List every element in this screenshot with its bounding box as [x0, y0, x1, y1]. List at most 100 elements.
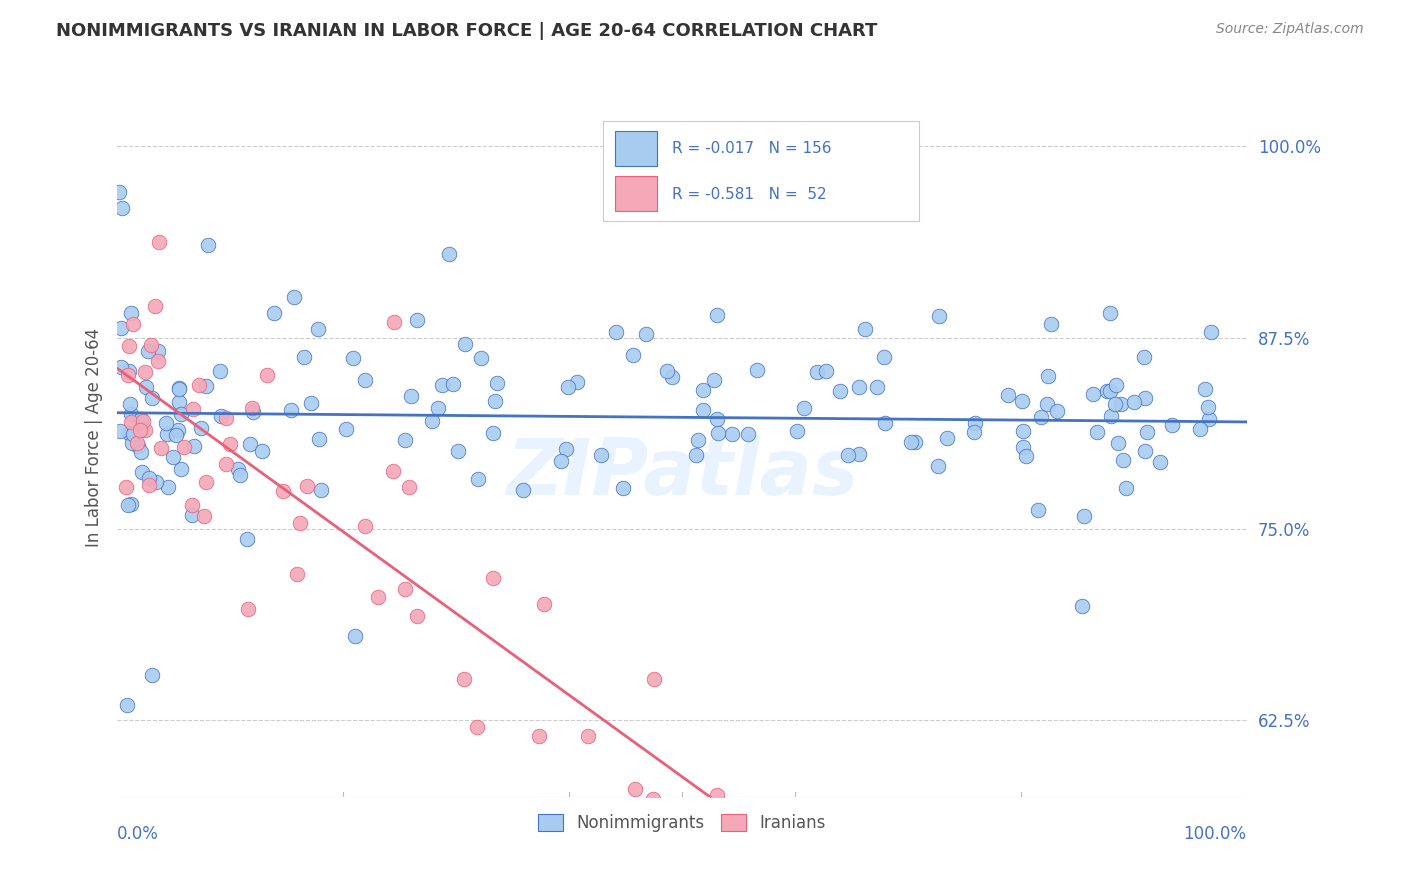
Point: [555, 442, 578, 456]
Point: [533, 598, 555, 612]
Point: [624, 782, 647, 797]
Point: [141, 667, 163, 681]
Point: [643, 672, 665, 686]
Point: [1073, 509, 1095, 524]
Point: [165, 427, 187, 442]
Point: [1122, 395, 1144, 409]
Point: [1011, 424, 1033, 438]
Point: [432, 377, 454, 392]
Point: [567, 375, 589, 389]
Point: [550, 454, 572, 468]
Point: [114, 480, 136, 494]
Point: [156, 480, 179, 494]
Point: [120, 415, 142, 429]
Point: [145, 475, 167, 489]
Point: [308, 433, 330, 447]
Point: [997, 388, 1019, 402]
Point: [110, 321, 132, 335]
Point: [181, 498, 204, 512]
Y-axis label: In Labor Force | Age 20-64: In Labor Force | Age 20-64: [86, 327, 103, 547]
Point: [342, 351, 364, 365]
Point: [226, 462, 249, 476]
Point: [605, 325, 627, 339]
Point: [271, 483, 294, 498]
Point: [288, 516, 311, 530]
Point: [1112, 452, 1135, 467]
Point: [138, 477, 160, 491]
Point: [169, 462, 191, 476]
Point: [786, 425, 808, 439]
Point: [195, 378, 218, 392]
Point: [136, 344, 159, 359]
Point: [394, 582, 416, 597]
Point: [1085, 425, 1108, 439]
Point: [1083, 387, 1105, 401]
Point: [484, 394, 506, 409]
Point: [120, 408, 142, 422]
Text: NONIMMIGRANTS VS IRANIAN IN LABOR FORCE | AGE 20-64 CORRELATION CHART: NONIMMIGRANTS VS IRANIAN IN LABOR FORCE …: [56, 22, 877, 40]
Point: [485, 376, 508, 390]
Point: [1046, 404, 1069, 418]
Point: [110, 424, 132, 438]
Point: [928, 309, 950, 323]
Point: [167, 394, 190, 409]
Point: [367, 590, 389, 604]
Point: [343, 629, 366, 643]
Point: [527, 729, 550, 743]
Point: [441, 377, 464, 392]
Point: [686, 434, 709, 448]
Point: [447, 444, 470, 458]
Point: [167, 381, 190, 395]
Point: [110, 360, 132, 375]
Point: [482, 571, 505, 585]
Point: [117, 698, 139, 713]
Point: [589, 448, 612, 462]
Point: [621, 348, 644, 362]
Point: [1104, 397, 1126, 411]
Point: [250, 444, 273, 458]
Text: 100.0%: 100.0%: [1184, 824, 1247, 843]
Point: [453, 337, 475, 351]
Text: 0.0%: 0.0%: [117, 824, 159, 843]
Point: [107, 186, 129, 200]
Point: [1149, 455, 1171, 469]
Point: [1194, 383, 1216, 397]
Point: [209, 409, 232, 424]
Point: [240, 401, 263, 415]
Point: [963, 425, 986, 439]
Point: [283, 290, 305, 304]
Point: [141, 391, 163, 405]
Point: [1197, 400, 1219, 414]
Point: [131, 465, 153, 479]
Point: [557, 379, 579, 393]
Point: [814, 364, 837, 378]
Point: [467, 472, 489, 486]
Point: [173, 440, 195, 454]
Point: [1161, 418, 1184, 433]
Point: [865, 380, 887, 394]
Point: [657, 363, 679, 377]
Point: [806, 365, 828, 379]
Point: [120, 306, 142, 320]
Point: [162, 450, 184, 465]
Point: [127, 436, 149, 450]
Point: [187, 377, 209, 392]
Point: [1036, 397, 1059, 411]
Point: [134, 423, 156, 437]
Point: [148, 344, 170, 359]
Point: [1029, 410, 1052, 425]
Point: [1099, 409, 1122, 424]
Point: [936, 431, 959, 445]
Point: [661, 370, 683, 384]
Point: [111, 201, 134, 215]
Point: [465, 721, 488, 735]
Point: [127, 439, 149, 453]
Point: [793, 401, 815, 415]
Point: [129, 445, 152, 459]
Point: [848, 447, 870, 461]
Point: [1136, 425, 1159, 439]
Point: [1015, 449, 1038, 463]
Point: [1026, 503, 1049, 517]
Point: [1189, 422, 1212, 436]
Point: [156, 426, 179, 441]
